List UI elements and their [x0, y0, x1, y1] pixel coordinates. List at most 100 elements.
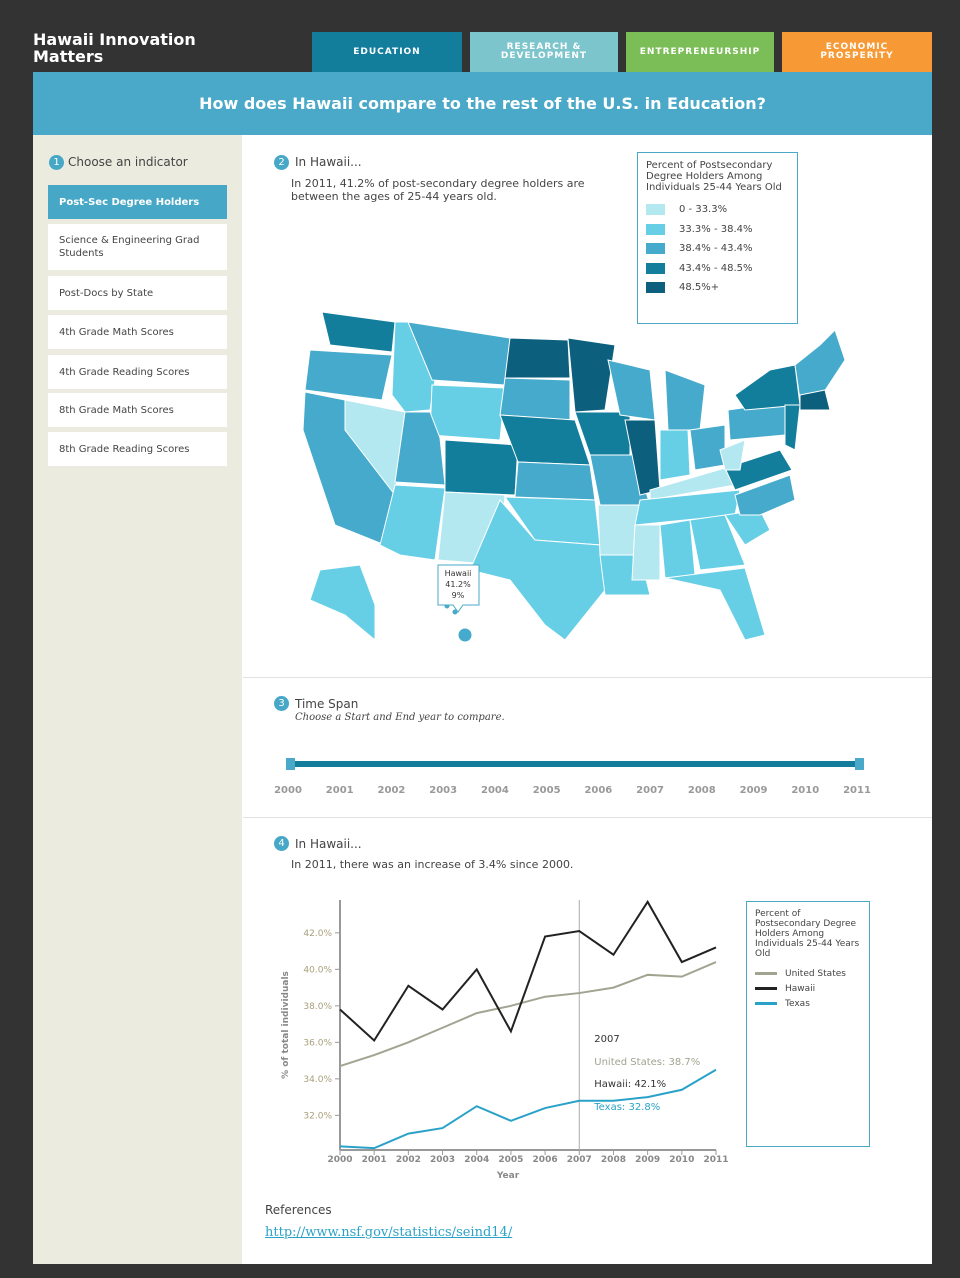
state[interactable] [499, 377, 571, 421]
tab[interactable]: EDUCATION [312, 32, 462, 72]
slider-handle[interactable] [855, 758, 864, 770]
x-tick-label: 2001 [362, 1155, 387, 1165]
legend-row: 48.5%+ [646, 278, 797, 298]
state[interactable] [719, 439, 746, 471]
state[interactable] [689, 514, 746, 571]
legend-swatch [755, 1002, 777, 1005]
legend-label: Texas [785, 998, 810, 1009]
state[interactable] [444, 439, 519, 496]
legend-row: 0 - 33.3% [646, 200, 797, 220]
year-label: 2000 [274, 785, 302, 796]
legend-label: United States [785, 968, 846, 979]
state[interactable] [734, 474, 796, 516]
state[interactable] [304, 349, 393, 401]
state[interactable] [514, 461, 596, 501]
tab[interactable]: RESEARCH & DEVELOPMENT [470, 32, 618, 72]
indicator-item[interactable]: Post-Docs by State [48, 276, 227, 310]
legend-swatch [646, 282, 665, 294]
annotation-entry: United States: 38.7% [594, 1057, 700, 1068]
x-tick-label: 2005 [498, 1155, 523, 1165]
tooltip-text: Hawaii [445, 569, 472, 578]
map-legend: Percent of Postsecondary Degree Holders … [637, 152, 798, 324]
legend-swatch [646, 243, 665, 255]
state[interactable] [429, 384, 506, 441]
legend-swatch [755, 987, 777, 990]
tab[interactable]: ECONOMIC PROSPERITY [782, 32, 932, 72]
slider-handle[interactable] [286, 758, 295, 770]
state[interactable] [379, 484, 446, 561]
annotation-entry: Hawaii: 42.1% [594, 1079, 666, 1090]
divider [243, 817, 932, 818]
year-label: 2011 [843, 785, 871, 796]
section-hint: Choose a Start and End year to compare. [295, 712, 505, 723]
x-axis-label: Year [496, 1171, 520, 1181]
legend-title: Percent of Postsecondary Degree Holders … [755, 909, 860, 959]
year-label: 2005 [533, 785, 561, 796]
legend-row: 33.3% - 38.4% [646, 220, 797, 240]
state[interactable] [664, 567, 766, 641]
year-label: 2001 [326, 785, 354, 796]
indicator-item[interactable]: 4th Grade Reading Scores [48, 355, 227, 389]
year-label: 2007 [636, 785, 664, 796]
year-label: 2008 [688, 785, 716, 796]
legend-label: 38.4% - 43.4% [679, 243, 753, 255]
tooltip-box [437, 564, 480, 613]
state[interactable] [504, 337, 571, 379]
legend-label: 48.5%+ [679, 282, 720, 294]
legend-row: Texas [755, 996, 869, 1011]
state[interactable] [784, 404, 801, 451]
legend-row: United States [755, 966, 869, 981]
state[interactable] [794, 329, 846, 401]
reference-link[interactable]: http://www.nsf.gov/statistics/seind14/ [265, 1225, 513, 1240]
legend-swatch [646, 204, 665, 216]
state[interactable] [607, 359, 656, 421]
state[interactable] [457, 627, 473, 643]
section-heading: Time Span [295, 697, 359, 711]
indicator-item[interactable]: Science & Engineering Grad Students [48, 224, 227, 270]
y-tick-label: 40.0% [303, 965, 332, 975]
x-tick-label: 2007 [567, 1155, 592, 1165]
us-map: Hawaii 41.2% 9% [302, 311, 846, 643]
time-slider[interactable]: 2000 2001 2002 2003 2004 2005 2006 2007 2008 2009… [270, 750, 890, 800]
legend-label: Hawaii [785, 983, 816, 994]
indicator-item[interactable]: Post-Sec Degree Holders [48, 185, 227, 219]
legend-swatch [646, 262, 665, 274]
state[interactable] [659, 429, 691, 481]
year-label: 2009 [740, 785, 768, 796]
year-label: 2004 [481, 785, 509, 796]
state[interactable] [469, 499, 606, 641]
state[interactable] [394, 411, 446, 486]
site-title[interactable]: Hawaii Innovation Matters [33, 30, 196, 66]
section-text: In 2011, there was an increase of 3.4% s… [291, 858, 574, 871]
references-heading: References [265, 1203, 332, 1217]
step-number: 2 [274, 155, 289, 170]
state[interactable] [321, 311, 396, 353]
legend-label: 43.4% - 48.5% [679, 262, 753, 274]
annotation-entry: Texas: 32.8% [593, 1102, 660, 1113]
tab[interactable]: ENTREPRENEURSHIP [626, 32, 774, 72]
state[interactable] [799, 389, 831, 411]
legend-label: 0 - 33.3% [679, 204, 728, 216]
state[interactable] [659, 519, 696, 579]
x-tick-label: 2002 [396, 1155, 421, 1165]
legend-row: Hawaii [755, 981, 869, 996]
chart-legend: Percent of Postsecondary Degree Holders … [746, 901, 870, 1147]
state[interactable] [724, 449, 793, 491]
x-tick-label: 2011 [703, 1155, 728, 1165]
y-tick-label: 38.0% [303, 1002, 332, 1012]
divider [243, 677, 932, 678]
sidebar-heading: Choose an indicator [68, 155, 188, 169]
y-tick-label: 36.0% [303, 1038, 332, 1048]
series-line [339, 1068, 717, 1150]
section-heading: In Hawaii... [295, 155, 362, 169]
state[interactable] [631, 524, 661, 581]
state[interactable] [309, 564, 376, 642]
indicator-item[interactable]: 8th Grade Reading Scores [48, 432, 227, 466]
state[interactable] [664, 369, 706, 431]
state[interactable] [689, 424, 726, 471]
state[interactable] [567, 337, 616, 413]
legend-swatch [646, 223, 665, 235]
state[interactable] [734, 364, 801, 411]
indicator-item[interactable]: 8th Grade Math Scores [48, 393, 227, 427]
indicator-item[interactable]: 4th Grade Math Scores [48, 315, 227, 349]
